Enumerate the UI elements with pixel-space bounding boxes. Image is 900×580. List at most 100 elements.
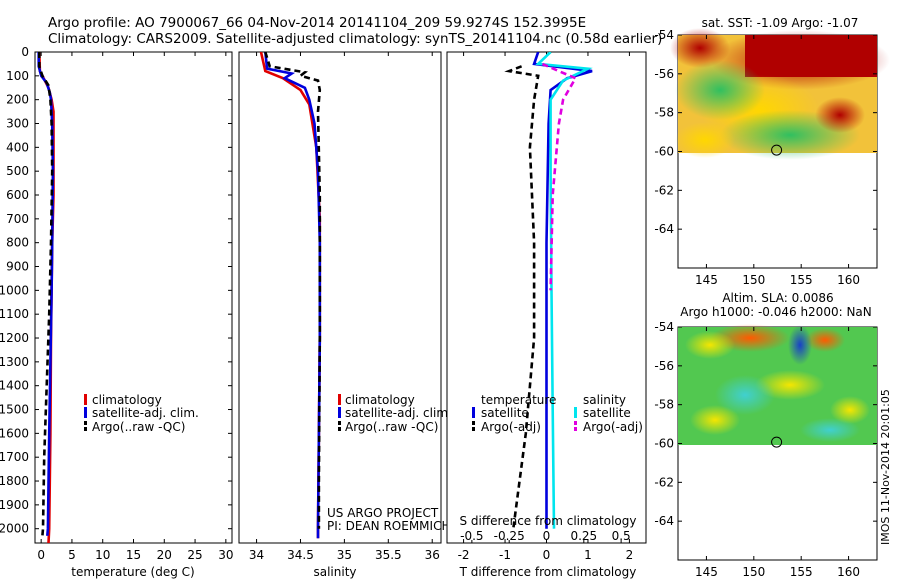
legend-swatch-satellite <box>338 407 341 418</box>
sla-map-title: Altim. SLA: 0.0086 <box>722 291 833 305</box>
pi-label: PI: DEAN ROEMMICH <box>327 519 450 533</box>
depth-tick-label: 1300 <box>0 355 29 369</box>
map-x-tick-label: 145 <box>695 273 718 287</box>
depth-tick-label: 1000 <box>0 283 29 297</box>
map-y-tick-label: -56 <box>654 67 674 81</box>
s-tick-label: -0.25 <box>494 529 525 543</box>
x-tick-label: 20 <box>157 548 172 562</box>
legend-label-satellite: satellite-adj. clim. <box>345 406 452 420</box>
sla-field-blue-low <box>788 325 812 365</box>
s-tick-label: 0.25 <box>570 529 597 543</box>
x-tick-label: -2 <box>458 548 470 562</box>
difference-legend-salinity: salinity satellite Argo(-adj) <box>574 393 643 434</box>
x-tick-label: 34 <box>249 548 264 562</box>
x-tick-label: 35.5 <box>375 548 402 562</box>
depth-tick-label: 1800 <box>0 474 29 488</box>
salinity-xlabel: salinity <box>313 565 356 579</box>
sla-field-yellow-sw <box>690 405 740 435</box>
title-line1: Argo profile: AO 7900067_66 04-Nov-2014 … <box>48 15 586 31</box>
salinity-axes <box>238 51 442 544</box>
series-line-s-argo-adj <box>541 62 578 291</box>
sst-field-warm-east <box>815 97 865 133</box>
temperature-xlabel: temperature (deg C) <box>71 565 194 579</box>
legend-swatch-t-satellite <box>472 407 475 418</box>
imos-timestamp: IMOS 11-Nov-2014 20:01:05 <box>879 389 892 545</box>
series-line-t-argo-adj <box>504 65 540 529</box>
temperature-panel: 0100200300400500600700800900100011001200… <box>0 45 646 579</box>
depth-tick-label: 1600 <box>0 426 29 440</box>
sst-map-panel: sat. SST: -1.09 Argo: -1.07 145 150 155 160… <box>654 16 890 287</box>
legend-label-climatology: climatology <box>345 393 415 407</box>
x-tick-label: 0 <box>543 548 551 562</box>
depth-tick-label: 700 <box>6 212 29 226</box>
salinity-panel: 34 34.5 35 35.5 36 salinity climatology sate… <box>238 51 452 579</box>
x-tick-label: 25 <box>187 548 202 562</box>
map-x-tick-label: 160 <box>837 565 860 579</box>
depth-tick-label: 1900 <box>0 498 29 512</box>
x-tick-label: 2 <box>626 548 634 562</box>
depth-tick-label: 1100 <box>0 307 29 321</box>
series-line-argo-raw-qc <box>264 52 322 529</box>
sst-heatmap-field <box>670 28 890 160</box>
sst-map-ticks: 145 150 155 160 -54 -56 -58 -60 -62 -64 <box>654 28 877 287</box>
sst-map-title: sat. SST: -1.09 Argo: -1.07 <box>702 16 859 30</box>
x-tick-label: 10 <box>95 548 110 562</box>
x-tick-label: 15 <box>126 548 141 562</box>
map-x-tick-label: 160 <box>837 273 860 287</box>
salinity-x-ticks: 34 34.5 35 35.5 36 <box>249 52 440 562</box>
depth-tick-label: 800 <box>6 236 29 250</box>
legend-label-s-satellite: satellite <box>583 406 631 420</box>
map-x-tick-label: 155 <box>790 273 813 287</box>
x-tick-label: 30 <box>218 548 233 562</box>
map-y-tick-label: -64 <box>654 514 674 528</box>
legend-label-satellite: satellite-adj. clim. <box>92 406 199 420</box>
map-x-tick-label: 155 <box>790 565 813 579</box>
temperature-axes <box>34 51 233 544</box>
map-y-tick-label: -60 <box>654 437 674 451</box>
depth-tick-label: 2000 <box>0 522 29 536</box>
sla-argo-position-marker <box>771 436 783 448</box>
temperature-lines <box>37 52 55 543</box>
s-tick-label: -0.5 <box>460 529 483 543</box>
depth-tick-label: 200 <box>6 93 29 107</box>
difference-panel: -2 -1 0 1 2 -0.5 -0.25 0 0.25 0.5 S difference f… <box>446 51 647 579</box>
salinity-legend: climatology satellite-adj. clim. Argo(..… <box>338 393 452 434</box>
map-y-tick-label: -56 <box>654 359 674 373</box>
depth-tick-label: 300 <box>6 117 29 131</box>
map-y-tick-label: -60 <box>654 145 674 159</box>
sla-field-red-east <box>805 328 845 352</box>
project-label: US ARGO PROJECT <box>327 506 439 520</box>
legend-label-argo: Argo(..raw -QC) <box>92 420 185 434</box>
depth-tick-label: 900 <box>6 260 29 274</box>
sst-field-warm-west <box>670 28 730 68</box>
map-y-tick-label: -54 <box>654 320 674 334</box>
sla-map-panel: Altim. SLA: 0.0086 Argo h1000: -0.046 h2… <box>654 291 878 579</box>
depth-tick-label: 400 <box>6 140 29 154</box>
legend-label-t-satellite: satellite <box>481 406 529 420</box>
depth-tick-label: 1500 <box>0 403 29 417</box>
map-y-tick-label: -54 <box>654 28 674 42</box>
s-difference-ticks: -0.5 -0.25 0 0.25 0.5 <box>460 529 631 543</box>
series-line-satellite-adj-clim <box>264 52 322 539</box>
temperature-x-ticks: 0 5 10 15 20 25 30 <box>37 52 233 562</box>
difference-lines <box>504 52 593 529</box>
sst-argo-position-marker <box>771 144 783 156</box>
x-tick-label: 0 <box>37 548 45 562</box>
x-tick-label: 1 <box>584 548 592 562</box>
title-line2: Climatology: CARS2009. Satellite-adjuste… <box>48 31 662 47</box>
sla-heatmap-field <box>678 324 877 445</box>
map-x-tick-label: 145 <box>695 565 718 579</box>
x-tick-label: 34.5 <box>287 548 314 562</box>
legend-label-s-argo: Argo(-adj) <box>583 420 643 434</box>
map-y-tick-label: -58 <box>654 398 674 412</box>
difference-legend-temperature: temperature satellite Argo(-adj) <box>472 393 556 434</box>
depth-tick-label: 1400 <box>0 379 29 393</box>
map-x-tick-label: 150 <box>742 565 765 579</box>
series-line-s-satellite <box>535 52 593 529</box>
legend-swatch-climatology <box>338 394 341 405</box>
x-tick-label: 5 <box>68 548 76 562</box>
depth-tick-label: 600 <box>6 188 29 202</box>
x-tick-label: 35 <box>337 548 352 562</box>
depth-tick-label: 1200 <box>0 331 29 345</box>
map-y-tick-label: -62 <box>654 475 674 489</box>
